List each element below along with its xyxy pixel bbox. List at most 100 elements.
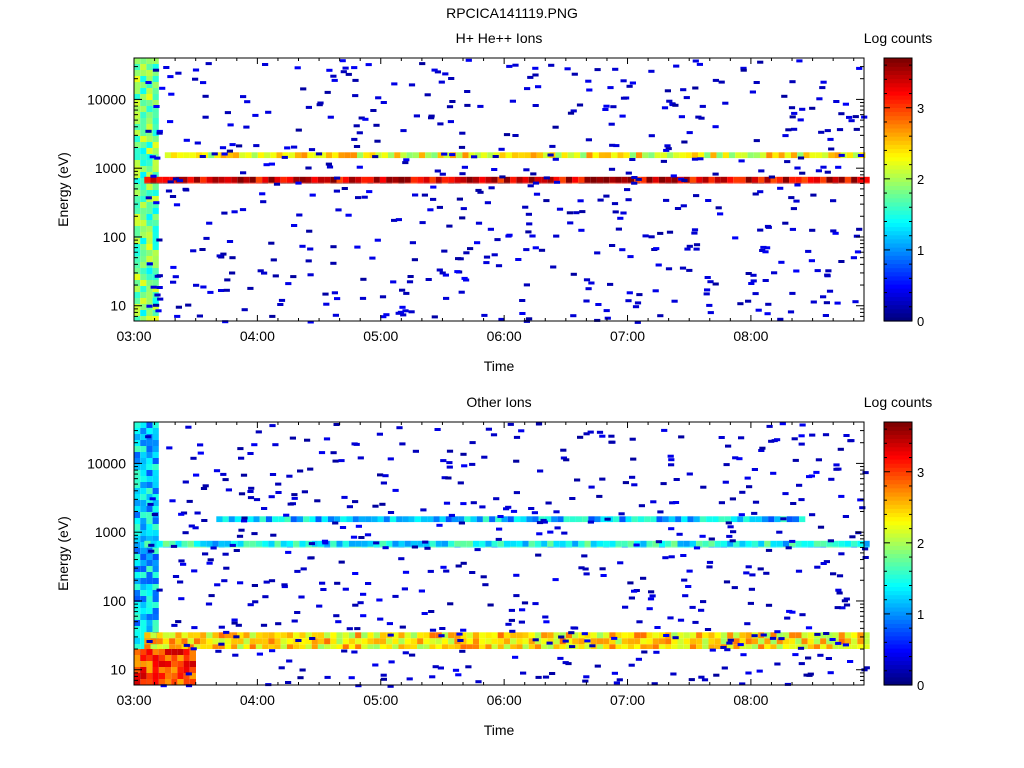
heatmap-cell	[183, 661, 190, 667]
sparse-cell	[847, 439, 854, 443]
heatmap-cell	[776, 540, 783, 547]
heatmap-cell	[311, 182, 318, 184]
sparse-cell	[199, 155, 206, 158]
heatmap-cell	[171, 152, 178, 159]
heatmap-cell	[152, 70, 159, 76]
sparse-cell	[229, 543, 236, 547]
heatmap-cell	[152, 202, 159, 208]
heatmap-cell	[441, 644, 449, 650]
sparse-cell	[509, 99, 516, 103]
sparse-cell	[546, 641, 553, 645]
sparse-cell	[797, 646, 805, 650]
sparse-cell	[437, 666, 444, 670]
colorbar-band	[884, 185, 912, 191]
heatmap-cell	[162, 182, 170, 184]
sparse-cell	[409, 241, 416, 245]
sparse-cell	[174, 314, 181, 318]
heatmap-cell	[795, 546, 802, 548]
sparse-cell	[197, 451, 204, 455]
colorbar-band	[884, 156, 912, 162]
colorbar-band	[884, 569, 912, 575]
sparse-cell	[583, 432, 590, 436]
sparse-cell	[168, 92, 175, 96]
sparse-cell	[609, 143, 616, 147]
sparse-cell	[696, 62, 703, 66]
heatmap-cell	[398, 546, 405, 548]
sparse-cell	[487, 227, 494, 231]
heatmap-cell	[340, 516, 347, 523]
colorbar-band	[884, 495, 912, 501]
sparse-cell	[535, 85, 542, 89]
sparse-cell	[307, 467, 314, 471]
heatmap-cell	[497, 644, 504, 650]
sparse-cell	[857, 154, 865, 157]
sparse-cell	[737, 302, 744, 306]
sparse-cell	[615, 227, 622, 231]
colorbar-band	[884, 491, 912, 497]
sparse-cell	[322, 292, 329, 296]
sparse-cell	[769, 636, 777, 640]
heatmap-cell	[826, 540, 833, 547]
sparse-cell	[838, 494, 845, 498]
sparse-cell	[853, 234, 860, 238]
heatmap-cell	[813, 638, 821, 645]
sparse-cell	[607, 282, 614, 286]
colorbar-band	[884, 304, 912, 310]
heatmap-cell	[727, 176, 734, 183]
heatmap-cell	[152, 124, 159, 130]
heatmap-cell	[578, 644, 585, 650]
sparse-cell	[338, 459, 345, 463]
sparse-cell	[681, 140, 688, 144]
sparse-cell	[291, 493, 298, 497]
heatmap-cell	[146, 506, 153, 512]
sparse-cell	[479, 505, 486, 509]
heatmap-cell	[623, 152, 630, 159]
heatmap-cell	[590, 176, 597, 183]
heatmap-cell	[237, 632, 244, 639]
heatmap-cell	[140, 298, 147, 304]
sparse-cell	[190, 249, 197, 253]
heatmap-cell	[813, 644, 821, 650]
heatmap-cell	[801, 546, 808, 548]
heatmap-cell	[140, 166, 147, 172]
heatmap-cell	[162, 638, 170, 645]
heatmap-cell	[468, 152, 475, 159]
heatmap-cell	[615, 540, 622, 547]
heatmap-cell	[596, 644, 604, 650]
heatmap-cell	[776, 182, 783, 184]
heatmap-cell	[134, 596, 141, 602]
heatmap-cell	[134, 566, 141, 572]
heatmap-cell	[456, 152, 463, 159]
heatmap-cell	[146, 614, 153, 620]
heatmap-cell	[249, 546, 256, 548]
sparse-cell	[863, 666, 870, 670]
colorbar-tick-label: 3	[917, 101, 924, 116]
sparse-cell	[272, 443, 279, 447]
sparse-cell	[456, 632, 463, 636]
sparse-cell	[843, 434, 850, 437]
sparse-cell	[805, 626, 813, 630]
heatmap-cell	[838, 540, 845, 547]
heatmap-cell	[140, 220, 147, 226]
heatmap-cell	[584, 540, 591, 547]
sparse-cell	[160, 684, 167, 688]
sparse-cell	[231, 618, 238, 622]
sparse-cell	[154, 293, 161, 297]
sparse-cell	[172, 275, 179, 279]
heatmap-cell	[832, 632, 839, 639]
heatmap-cell	[134, 614, 141, 620]
heatmap-cell	[146, 232, 153, 238]
heatmap-cell	[646, 176, 653, 183]
heatmap-cell	[265, 516, 273, 523]
heatmap-cell	[367, 540, 374, 547]
heatmap-cell	[404, 644, 411, 650]
heatmap-cell	[355, 540, 362, 547]
heatmap-cell	[590, 182, 597, 184]
heatmap-cell	[134, 292, 141, 298]
heatmap-cell	[789, 540, 796, 547]
heatmap-cell	[342, 182, 349, 184]
heatmap-cell	[233, 152, 240, 159]
heatmap-cell	[212, 644, 219, 650]
sparse-cell	[542, 615, 549, 619]
sparse-cell	[358, 536, 365, 539]
